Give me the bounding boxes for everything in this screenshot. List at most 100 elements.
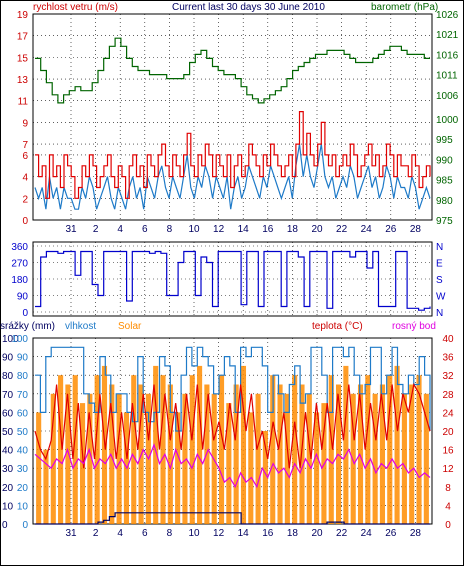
dewpoint-axis-label: rosný bod <box>392 321 436 332</box>
y-right-tick-label: S <box>436 275 443 286</box>
y-right-tick-label: N <box>436 242 443 253</box>
solar-bar <box>284 393 290 524</box>
temperature-series-line <box>34 382 431 469</box>
x-tick-label: 6 <box>142 528 148 539</box>
wind-direction-series-line <box>35 250 431 311</box>
y-right-tick-label: E <box>436 259 443 270</box>
y-left-tick-label: 11 <box>18 97 29 108</box>
x-tick-label: 10 <box>188 528 200 539</box>
rain-axis-label: srážky (mm) <box>0 321 55 332</box>
solar-bar <box>167 384 173 524</box>
rain-tick-label: 20 <box>2 483 14 494</box>
rain-series-line <box>35 512 430 525</box>
y-right-tick-label: 1026 <box>436 10 459 21</box>
y-left-tick-label: 6 <box>22 151 28 162</box>
solar-bar <box>58 375 64 524</box>
solar-bar <box>240 365 247 524</box>
y-right-tick-label: 4 <box>445 501 451 512</box>
solar-bar <box>423 393 429 524</box>
rain-tick-label: 60 <box>2 408 14 419</box>
humidity-tick-label: 90 <box>17 353 29 364</box>
y-left-tick-label: 17 <box>17 32 29 43</box>
y-right-tick-label: 0 <box>445 520 451 531</box>
gust-series-line <box>34 144 431 210</box>
x-tick-label: 18 <box>287 224 299 235</box>
solar-bar <box>218 375 225 524</box>
y-right-tick-label: 16 <box>442 446 454 457</box>
solar-bar <box>131 375 137 524</box>
x-tick-label: 4 <box>117 224 123 235</box>
wind-speed-series-line <box>35 111 431 199</box>
solar-bar <box>94 375 100 524</box>
x-tick-label: 10 <box>188 224 200 235</box>
y-right-tick-label: 990 <box>436 155 453 166</box>
humidity-tick-label: 80 <box>17 371 29 382</box>
x-tick-label: 6 <box>142 224 148 235</box>
x-tick-label: 2 <box>93 224 99 235</box>
y-right-tick-label: 1000 <box>436 115 459 126</box>
solar-bar <box>292 375 298 524</box>
humidity-tick-label: 30 <box>17 464 29 475</box>
x-tick-label: 12 <box>213 528 225 539</box>
x-tick-label: 22 <box>336 224 348 235</box>
y-left-tick-label: 9 <box>22 118 28 129</box>
rain-tick-label: 70 <box>2 390 14 401</box>
solar-bar <box>182 393 188 524</box>
y-right-tick-label: 12 <box>442 464 454 475</box>
x-tick-label: 18 <box>287 528 299 539</box>
x-tick-label: 31 <box>65 224 77 235</box>
y-right-tick-label: 28 <box>442 390 454 401</box>
y-right-tick-label: 24 <box>442 408 454 419</box>
x-tick-label: 24 <box>361 528 373 539</box>
humidity-tick-label: 70 <box>17 390 29 401</box>
y-left-tick-label: 0 <box>22 216 28 227</box>
rain-tick-label: 50 <box>2 427 14 438</box>
y-left-tick-label: 4 <box>22 173 28 184</box>
y-right-tick-label: 40 <box>442 334 454 345</box>
x-tick-label: 26 <box>385 224 397 235</box>
x-tick-label: 12 <box>213 224 225 235</box>
solar-bar <box>233 384 239 524</box>
x-tick-label: 31 <box>65 528 77 539</box>
solar-bar <box>50 393 56 524</box>
x-tick-label: 8 <box>167 528 173 539</box>
y-left-tick-label: 0 <box>22 308 28 319</box>
y-right-tick-label: 1021 <box>436 30 459 41</box>
y-right-tick-label: 32 <box>442 371 454 382</box>
x-tick-label: 28 <box>410 528 422 539</box>
y-right-tick-label: 20 <box>442 427 454 438</box>
x-tick-label: 16 <box>262 528 274 539</box>
solar-bar <box>65 384 71 524</box>
x-tick-label: 28 <box>410 224 422 235</box>
y-right-tick-label: N <box>436 308 443 319</box>
solar-bar <box>343 365 349 524</box>
y-left-tick-label: 7 <box>22 140 28 151</box>
solar-bar <box>175 412 181 524</box>
wind-pressure-chart: 0246791113151719975980985990995100010061… <box>17 10 459 235</box>
dewpoint-series-line <box>34 443 431 489</box>
y-right-tick-label: 36 <box>442 353 454 364</box>
solar-bar <box>248 412 254 524</box>
humidity-tick-label: 40 <box>17 446 29 457</box>
solar-bar <box>262 431 268 524</box>
y-right-tick-label: 985 <box>436 176 453 187</box>
solar-bar <box>160 375 166 524</box>
y-left-tick-label: 15 <box>17 53 29 64</box>
plot-frame <box>32 13 433 221</box>
plot-frame <box>32 241 433 317</box>
y-left-tick-label: 19 <box>17 10 29 21</box>
y-right-tick-label: 1006 <box>436 91 459 102</box>
y-left-tick-label: 360 <box>11 242 28 253</box>
solar-bar <box>379 384 386 524</box>
solar-bar <box>328 375 334 524</box>
humidity-axis-label: vlhkost <box>65 321 96 332</box>
x-tick-label: 20 <box>311 224 323 235</box>
solar-bar <box>372 393 378 524</box>
y-right-tick-label: 995 <box>436 135 453 146</box>
x-tick-label: 24 <box>361 224 373 235</box>
solar-bar <box>116 393 122 524</box>
solar-bar <box>270 375 276 524</box>
x-tick-label: 22 <box>336 528 348 539</box>
